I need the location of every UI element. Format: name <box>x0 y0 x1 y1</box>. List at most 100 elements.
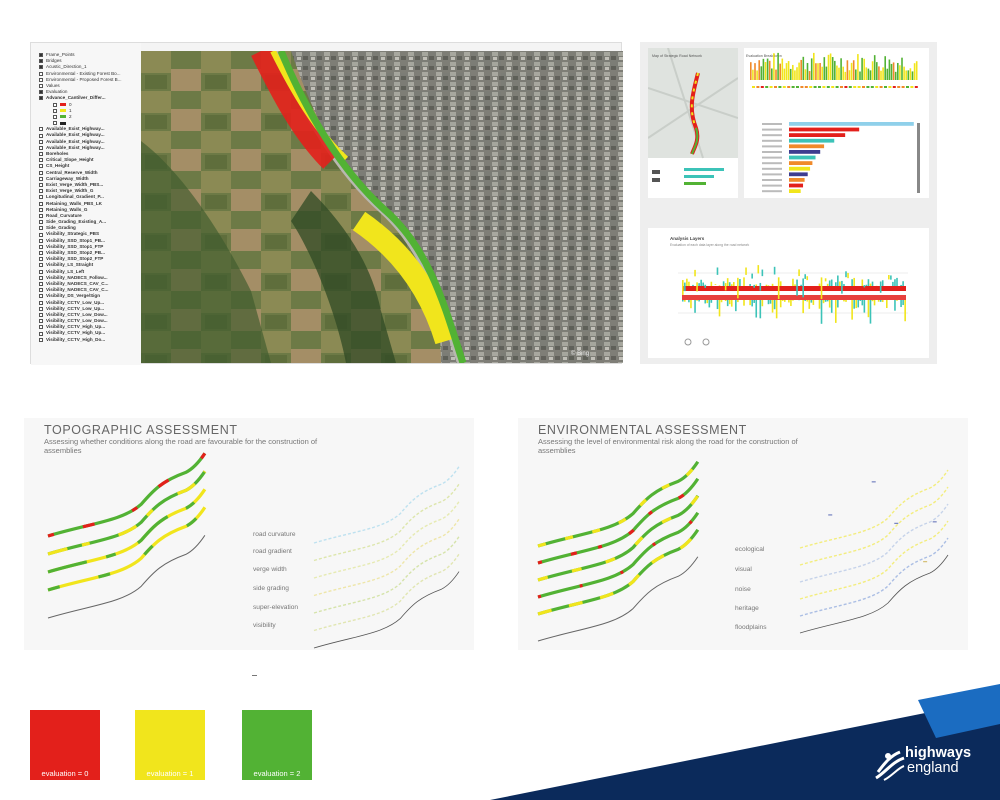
layer-checkbox[interactable] <box>39 232 43 237</box>
layer-item[interactable]: Available_Exist_Highway... <box>31 132 141 138</box>
layer-checkbox[interactable] <box>39 312 43 317</box>
layer-item[interactable]: Visibility_CCTV_Low_Dow... <box>31 318 141 324</box>
layer-item[interactable]: Available_Exist_Highway... <box>31 126 141 132</box>
layer-checkbox[interactable] <box>39 90 43 95</box>
layer-item[interactable]: 2 <box>31 114 141 120</box>
layer-item[interactable]: Critical_Slope_Height <box>31 157 141 163</box>
layer-item[interactable]: Visibility_CCTV_High_Up... <box>31 324 141 330</box>
layer-checkbox[interactable] <box>39 53 43 58</box>
layer-checkbox[interactable] <box>39 139 43 144</box>
layer-item[interactable]: Visibility_NADECS_CAV_C... <box>31 281 141 287</box>
layer-item[interactable]: Visibility_SSD_Stop2_FTP <box>31 256 141 262</box>
layer-checkbox[interactable] <box>39 325 43 330</box>
layer-checkbox[interactable] <box>39 127 43 132</box>
layer-checkbox[interactable] <box>39 145 43 150</box>
layer-item[interactable]: 0 <box>31 102 141 108</box>
layer-checkbox[interactable] <box>39 238 43 243</box>
layer-checkbox[interactable] <box>39 77 43 82</box>
satellite-map[interactable]: © Bing <box>141 51 623 363</box>
layer-checkbox[interactable] <box>39 319 43 324</box>
layer-checkbox[interactable] <box>39 337 43 342</box>
layer-checkbox[interactable] <box>39 189 43 194</box>
layer-item[interactable]: Visibility_CCTV_Low_Up... <box>31 300 141 306</box>
dashboard-chart-card[interactable]: Evaluation Breakdown <box>744 48 929 198</box>
layer-checkbox[interactable] <box>39 152 43 157</box>
layer-checkbox[interactable] <box>39 65 43 70</box>
layer-item[interactable]: Visibility_Strategic_PBS <box>31 231 141 237</box>
layer-checkbox[interactable] <box>39 183 43 188</box>
layer-item[interactable]: Visibility_NADECS_Follow... <box>31 275 141 281</box>
dashboard-analysis-card[interactable]: Analysis Layers Evaluation of each data … <box>648 228 929 358</box>
layer-item[interactable]: Retaining_Walls_PBS_LK <box>31 201 141 207</box>
layer-checkbox[interactable] <box>39 300 43 305</box>
layer-checkbox[interactable] <box>39 220 43 225</box>
layer-checkbox[interactable] <box>39 170 43 175</box>
layer-checkbox[interactable] <box>39 207 43 212</box>
layer-item[interactable]: Side_Grading_Existing_A... <box>31 219 141 225</box>
layer-item[interactable]: Bridges <box>31 58 141 64</box>
top-chart-bar <box>817 63 819 80</box>
layer-checkbox[interactable] <box>39 71 43 76</box>
layer-checkbox[interactable] <box>39 176 43 181</box>
layer-item[interactable]: Central_Reserve_Width <box>31 170 141 176</box>
layer-checkbox[interactable] <box>53 121 57 126</box>
layer-checkbox[interactable] <box>39 201 43 206</box>
layer-checkbox[interactable] <box>39 195 43 200</box>
layer-item[interactable]: Values <box>31 83 141 89</box>
layer-item[interactable]: Acustic_Direction_1 <box>31 64 141 70</box>
layer-item[interactable] <box>31 120 141 126</box>
layer-item[interactable]: Road_Curvature <box>31 213 141 219</box>
layer-item[interactable]: Available_Exist_Highway... <box>31 145 141 151</box>
layer-item[interactable]: Environmental - Existing Forest Bo... <box>31 71 141 77</box>
layer-item[interactable]: Visibility_CCTV_High_Up... <box>31 330 141 336</box>
layer-item[interactable]: Retaining_Walls_G <box>31 207 141 213</box>
layer-checkbox[interactable] <box>39 96 43 101</box>
layer-checkbox[interactable] <box>39 133 43 138</box>
layer-item[interactable]: Longitudinal_Gradient_P... <box>31 194 141 200</box>
layer-item[interactable]: Visibility_NADECS_CAV_C... <box>31 287 141 293</box>
layer-checkbox[interactable] <box>53 108 57 113</box>
layer-item[interactable]: Visibility_CCTV_High_Do... <box>31 337 141 343</box>
layer-checkbox[interactable] <box>39 158 43 163</box>
layer-item[interactable]: Exist_Verge_Width_G <box>31 188 141 194</box>
layer-item[interactable]: Available_Exist_Highway... <box>31 139 141 145</box>
layer-checkbox[interactable] <box>39 275 43 280</box>
layer-item[interactable]: Frame_Points <box>31 52 141 58</box>
layer-checkbox[interactable] <box>39 288 43 293</box>
layer-item[interactable]: Visibility_SSD_Stop1_PB... <box>31 238 141 244</box>
layer-checkbox[interactable] <box>39 251 43 256</box>
layer-checkbox[interactable] <box>39 269 43 274</box>
layer-checkbox[interactable] <box>39 59 43 64</box>
layer-item[interactable]: Visibility_DS_Verge/Sign <box>31 293 141 299</box>
layer-item[interactable]: 1 <box>31 108 141 114</box>
layer-item[interactable]: Side_Grading <box>31 225 141 231</box>
layer-checkbox[interactable] <box>39 306 43 311</box>
layer-item[interactable]: Evaluation <box>31 89 141 95</box>
layer-item[interactable]: Boreholes <box>31 151 141 157</box>
layer-checkbox[interactable] <box>53 114 57 119</box>
layer-item[interactable]: Visibility_CCTV_Low_Dow... <box>31 312 141 318</box>
layer-item[interactable]: Visibility_CCTV_Low_Up... <box>31 306 141 312</box>
layer-checkbox[interactable] <box>39 331 43 336</box>
layer-checkbox[interactable] <box>39 263 43 268</box>
layer-item[interactable]: CS_Height <box>31 163 141 169</box>
layer-item[interactable]: Visibility_LS_Left <box>31 269 141 275</box>
layer-checkbox[interactable] <box>39 213 43 218</box>
dashboard-map-card[interactable]: Map of Strategic Road Network <box>647 47 739 198</box>
layer-checkbox[interactable] <box>39 294 43 299</box>
layer-checkbox[interactable] <box>39 282 43 287</box>
layer-item[interactable]: Visibility_SSD_Stop2_PB... <box>31 250 141 256</box>
layer-item[interactable]: Visibility_LS_Straight <box>31 262 141 268</box>
layer-item[interactable]: Environmental - Proposed Forest B... <box>31 77 141 83</box>
layer-checkbox[interactable] <box>39 164 43 169</box>
layer-checkbox[interactable] <box>39 244 43 249</box>
layer-item[interactable]: Advance_Cantilver_Differ... <box>31 95 141 101</box>
assessment-road-segments <box>47 506 207 592</box>
layer-item[interactable]: Carriageway_Width <box>31 176 141 182</box>
layer-checkbox[interactable] <box>39 257 43 262</box>
layer-checkbox[interactable] <box>53 102 57 107</box>
layer-checkbox[interactable] <box>39 84 43 89</box>
layer-item[interactable]: Visibility_SSD_Stop1_FTP <box>31 244 141 250</box>
layer-checkbox[interactable] <box>39 226 43 231</box>
layer-item[interactable]: Exist_Verge_Width_PBS... <box>31 182 141 188</box>
